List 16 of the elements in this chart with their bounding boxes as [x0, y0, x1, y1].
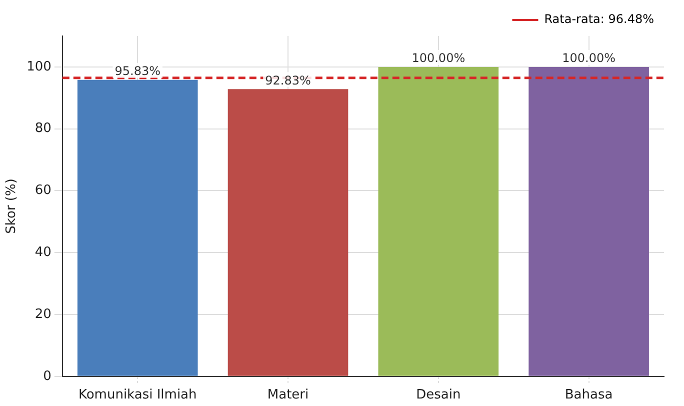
data-label: 100.00% — [412, 51, 466, 66]
y-tick-label: 0 — [43, 368, 52, 384]
data-label: 95.83% — [114, 64, 160, 78]
y-tick-label: 60 — [34, 183, 52, 198]
data-label: 92.83% — [265, 73, 311, 88]
legend-label: Rata-rata: 96.48% — [544, 12, 654, 26]
x-tick-label: Materi — [267, 388, 309, 403]
x-tick-label: Bahasa — [564, 388, 613, 403]
y-tick-label: 20 — [34, 306, 52, 322]
y-tick-label: 100 — [26, 59, 52, 74]
y-axis-title: Skor (%) — [4, 178, 20, 234]
x-tick-label: Desain — [416, 388, 461, 403]
y-tick-label: 80 — [34, 121, 52, 136]
x-tick-label: Komunikasi Ilmiah — [78, 388, 197, 403]
y-tick-label: 40 — [34, 244, 52, 260]
data-label: 100.00% — [562, 51, 616, 66]
